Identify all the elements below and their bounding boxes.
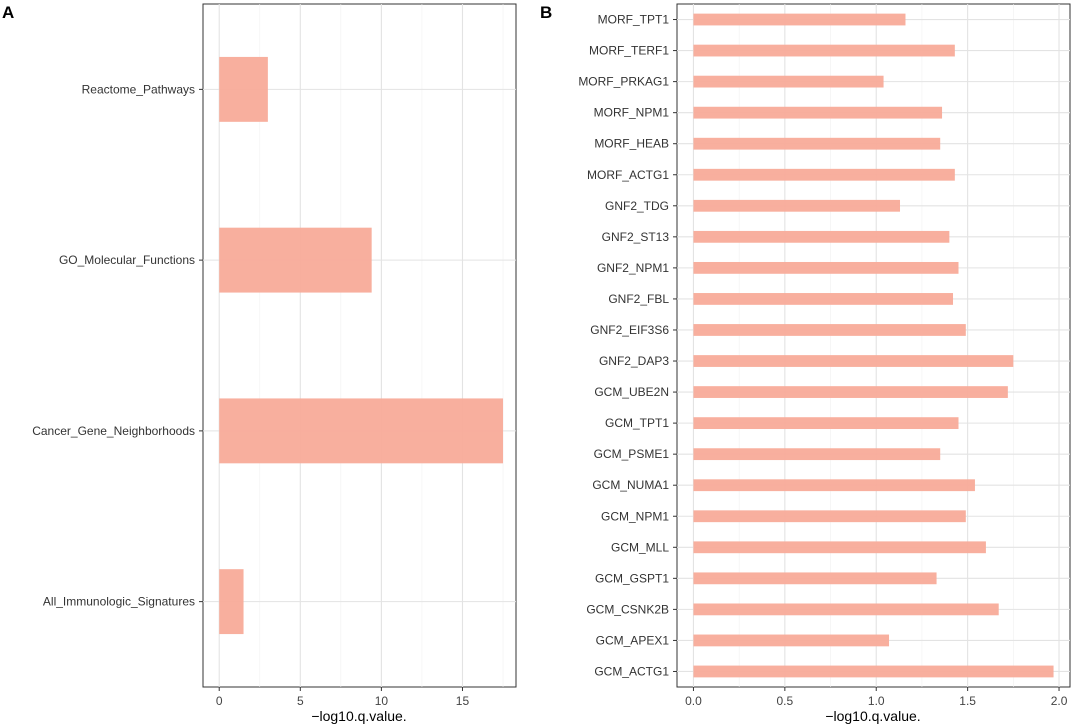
bar-gcm-numa1 <box>693 479 975 492</box>
category-label: MORF_TPT1 <box>598 13 670 27</box>
panel-a: A Reactome_Pathways GO_Molecular_Function… <box>2 3 517 724</box>
category-label: All_Immunologic_Signatures <box>43 595 195 609</box>
category-label: GCM_CSNK2B <box>586 602 669 616</box>
x-tick-label: 1.0 <box>868 694 885 708</box>
panel-a-x-axis-title: −log10.q.value. <box>311 708 406 724</box>
bar-morf-actg1 <box>693 168 955 181</box>
category-label: MORF_TERF1 <box>589 44 669 58</box>
x-tick-label: 2.0 <box>1051 694 1068 708</box>
category-label: MORF_HEAB <box>594 137 669 151</box>
x-tick-label: 5 <box>297 694 304 708</box>
x-tick-label: 15 <box>456 694 470 708</box>
category-label: GCM_ACTG1 <box>594 664 669 678</box>
category-label: MORF_NPM1 <box>594 106 670 120</box>
panel-b-plot-area <box>676 3 1071 688</box>
panel-a-x-ticks: 0 5 10 15 <box>216 687 470 708</box>
panel-a-category-labels: Reactome_Pathways GO_Molecular_Functions C… <box>32 82 203 609</box>
bar-gcm-mll <box>693 541 986 554</box>
category-label: MORF_ACTG1 <box>587 168 669 182</box>
panel-b-x-axis-title: −log10.q.value. <box>825 708 920 724</box>
category-label: GCM_NPM1 <box>601 509 669 523</box>
category-label: Cancer_Gene_Neighborhoods <box>32 424 195 438</box>
x-tick-label: 1.5 <box>959 694 976 708</box>
category-label: GO_Molecular_Functions <box>59 253 195 267</box>
bar-gcm-psme1 <box>693 448 941 461</box>
panel-b-category-labels: MORF_TPT1 MORF_TERF1 MORF_PRKAG1 MORF_NPM1 M… <box>578 13 677 678</box>
bar-gnf2-tdg <box>693 199 901 212</box>
bar-reactome-pathways <box>219 56 268 122</box>
x-tick-label: 0.5 <box>777 694 794 708</box>
category-label: GCM_TPT1 <box>605 416 669 430</box>
bar-gnf2-eif3s6 <box>693 324 966 336</box>
panel-a-bars <box>219 56 504 635</box>
panel-b: B MORF_TPT1 MORF_TERF1 MORF_PRKAG1 MORF_NPM… <box>540 3 1071 724</box>
category-label: GCM_GSPT1 <box>595 571 669 585</box>
bar-go-molecular-functions <box>219 227 372 293</box>
category-label: GNF2_ST13 <box>602 230 670 244</box>
bar-gcm-apex1 <box>693 634 890 647</box>
bar-morf-heab <box>693 137 941 150</box>
bar-gcm-npm1 <box>693 510 966 523</box>
category-label: GCM_MLL <box>611 540 669 554</box>
bar-gnf2-fbl <box>693 293 954 305</box>
category-label: GCM_NUMA1 <box>592 478 669 492</box>
category-label: GNF2_NPM1 <box>597 261 669 275</box>
bar-morf-prkag1 <box>693 75 884 88</box>
bar-cancer-gene-neighborhoods <box>219 398 504 464</box>
category-label: GNF2_DAP3 <box>599 354 669 368</box>
panel-b-label: B <box>540 3 552 22</box>
bar-gcm-tpt1 <box>693 417 959 430</box>
bar-gcm-actg1 <box>693 665 1054 678</box>
panel-b-x-ticks: 0.0 0.5 1.0 1.5 2.0 <box>685 687 1068 708</box>
bar-morf-tpt1 <box>693 13 906 26</box>
bar-gnf2-dap3 <box>693 355 1014 367</box>
category-label: GCM_APEX1 <box>596 633 670 647</box>
category-label: GNF2_TDG <box>605 199 669 213</box>
x-tick-label: 10 <box>375 694 389 708</box>
category-label: MORF_PRKAG1 <box>578 75 669 89</box>
category-label: GCM_UBE2N <box>594 385 669 399</box>
category-label: GCM_PSME1 <box>594 447 670 461</box>
bar-morf-npm1 <box>693 106 943 119</box>
bar-gnf2-st13 <box>693 230 950 243</box>
bar-all-immunologic-signatures <box>219 569 244 635</box>
bar-gcm-ube2n <box>693 386 1008 398</box>
bar-gnf2-npm1 <box>693 261 959 274</box>
category-label: GNF2_FBL <box>608 292 669 306</box>
category-label: GNF2_EIF3S6 <box>590 323 669 337</box>
bar-gcm-gspt1 <box>693 572 937 585</box>
panel-a-label: A <box>2 3 14 22</box>
panel-b-bars <box>693 13 1054 678</box>
category-label: Reactome_Pathways <box>82 82 195 96</box>
bar-gcm-csnk2b <box>693 603 999 616</box>
x-tick-label: 0 <box>216 694 223 708</box>
x-tick-label: 0.0 <box>685 694 702 708</box>
bar-morf-terf1 <box>693 44 955 57</box>
